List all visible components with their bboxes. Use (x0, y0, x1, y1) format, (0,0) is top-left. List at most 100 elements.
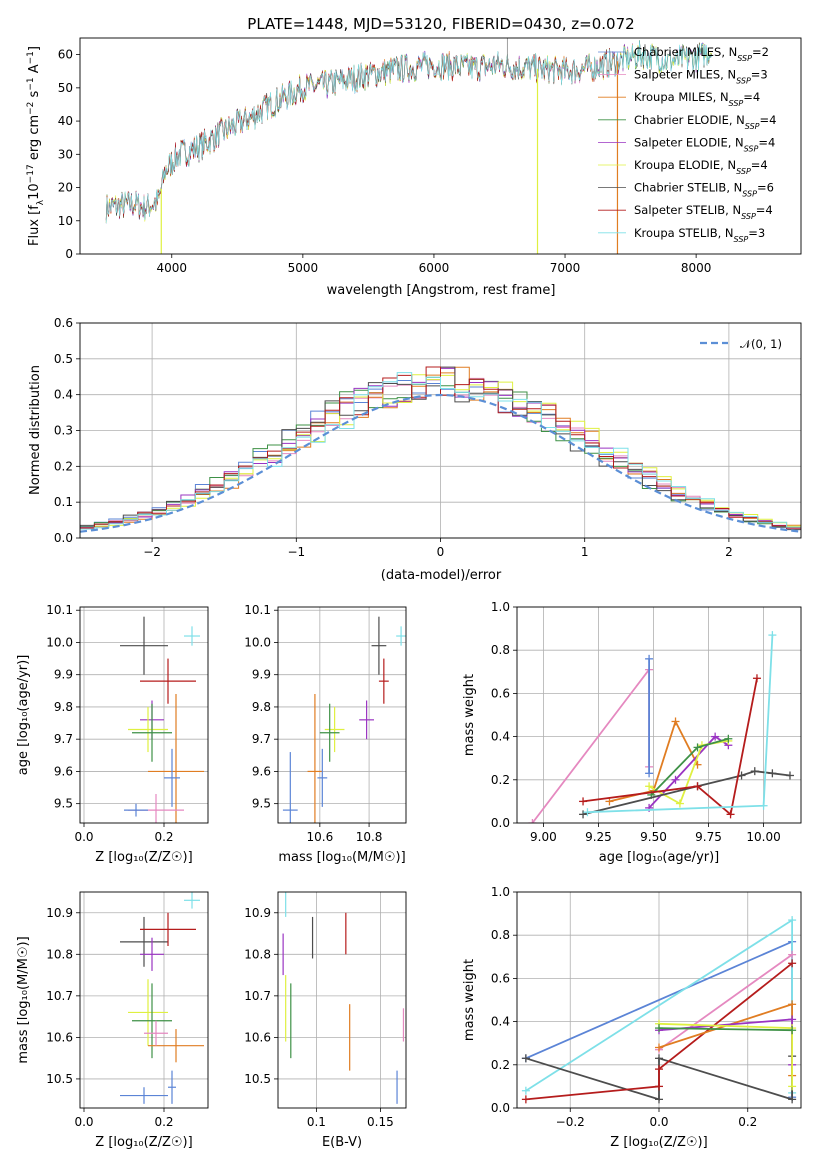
x-axis-label: (data-model)/error (381, 568, 502, 583)
y-tick-label: 0.0 (491, 816, 510, 830)
gaussian-curve (80, 393, 801, 533)
weight-line-kroupa_miles (609, 719, 699, 803)
y-tick-label: 10.9 (46, 906, 73, 920)
x-axis-label: mass [log₁₀(M/M☉)] (278, 850, 405, 865)
legend-entry: Chabrier STELIB, NSSP=6 (634, 181, 774, 199)
y-tick-label: 20 (58, 181, 73, 195)
x-tick-label: 0.2 (154, 830, 173, 844)
mass_vs_Z-axes: 0.0 0.2 10.5 10.6 10.7 10.8 10.9 (46, 891, 209, 1129)
x-axis-label: Z [log₁₀(Z/Z☉)] (95, 850, 192, 865)
x-tick-label: 9.00 (530, 830, 557, 844)
y-tick-label: 9.6 (54, 764, 73, 778)
y-tick-label: 9.5 (252, 797, 271, 811)
axes-frame (516, 606, 802, 824)
y-tick-label: 9.9 (252, 668, 271, 682)
legend-entry: Kroupa ELODIE, NSSP=4 (634, 158, 768, 176)
weight-line-kroupa_stelib (587, 635, 774, 814)
spectrum-line-kroupa_elodie (105, 42, 713, 224)
x-tick-label: 10.8 (356, 830, 383, 844)
x-tick-label: 10.00 (746, 830, 780, 844)
legend-entry: Kroupa MILES, NSSP=4 (634, 90, 760, 108)
weight-marker (671, 775, 680, 784)
weight-marker (726, 810, 735, 819)
x-tick-label: 2 (725, 545, 733, 559)
y-tick-label: 10.8 (244, 947, 271, 961)
error-point-chabrier_stelib (120, 916, 168, 967)
axes-frame (277, 891, 407, 1109)
axes-frame (79, 37, 802, 255)
y-tick-label: 60 (58, 48, 73, 62)
y-tick-label: 10.6 (244, 1030, 271, 1044)
weight-line-chabrier_elodie (658, 1027, 793, 1032)
x-tick-label: 8000 (681, 261, 712, 275)
weight-marker (788, 916, 797, 925)
y-tick-label: 0.6 (491, 686, 510, 700)
error-point-kroupa_stelib (184, 892, 200, 909)
y-tick-label: 10.8 (46, 947, 73, 961)
plot-area (528, 631, 794, 823)
x-tick-label: −2 (143, 545, 161, 559)
weight-line-salpeter_stelib (582, 678, 758, 817)
plot-area (521, 916, 797, 1104)
weight-marker (759, 801, 768, 810)
y-tick-label: 10.7 (244, 989, 271, 1003)
weight-marker (675, 799, 684, 808)
weight-marker (655, 1082, 663, 1091)
weight-marker (788, 1082, 797, 1091)
y-tick-label: 0.4 (491, 730, 510, 744)
weight-marker (785, 771, 794, 780)
weight-marker (655, 1043, 663, 1052)
weight-marker (655, 1065, 663, 1074)
x-tick-label: −0.2 (556, 1115, 585, 1129)
y-tick-label: 9.8 (54, 700, 73, 714)
error-point-chabrier_miles (282, 752, 298, 823)
weight-marker (645, 782, 654, 791)
age_vs_mass-axes: 10.6 10.8 9.5 9.6 9.7 9.8 9.9 10.0 10.1 (244, 603, 407, 844)
error-point-kroupa_stelib (396, 626, 406, 646)
y-tick-label: 10.1 (46, 603, 73, 617)
error-point-chabrier_stelib (371, 616, 387, 675)
error-point-kroupa_elodie (324, 706, 345, 753)
y-tick-label: 0.6 (491, 971, 510, 985)
weight-marker (788, 1026, 797, 1035)
error-point-salpeter_stelib (140, 912, 196, 946)
y-tick-label: 9.5 (54, 797, 73, 811)
legend-entry: Kroupa STELIB, NSSP=3 (634, 226, 765, 244)
weight-marker (645, 769, 654, 778)
error-point-chabrier_elodie (319, 703, 340, 762)
weight-marker (521, 1086, 530, 1095)
plot-area (282, 616, 406, 823)
y-tick-label: 30 (58, 147, 73, 161)
x-tick-label: 9.50 (640, 830, 667, 844)
spectrum-line-kroupa_stelib (105, 40, 713, 223)
axes-frame (79, 891, 209, 1109)
weight-marker (752, 674, 761, 683)
spectrum-line-chabrier_miles (105, 49, 621, 224)
x-tick-label: 9.25 (585, 830, 612, 844)
weight-marker (788, 1015, 797, 1024)
weight_vs_Z-axes: −0.2 0.0 0.2 0.0 0.2 0.4 0.6 0.8 1.0 (491, 885, 802, 1129)
x-tick-label: 0.0 (74, 830, 93, 844)
x-tick-label: 10.6 (306, 830, 333, 844)
y-axis-label: mass weight (462, 674, 477, 756)
error-point-chabrier_miles (168, 1070, 176, 1104)
legend-entry: 𝒩(0, 1) (740, 337, 782, 351)
error-point-chabrier_elodie (132, 703, 172, 762)
spectrum-legend: Chabrier MILES, NSSP=2 Salpeter MILES, NS… (598, 45, 776, 243)
x-tick-label: 6000 (419, 261, 450, 275)
chart-title: PLATE=1448, MJD=53120, FIBERID=0430, z=0… (247, 15, 634, 33)
weight-marker (579, 797, 588, 806)
error-point-chabrier_miles (120, 1087, 168, 1104)
axes-frame (79, 606, 209, 824)
error-point-salpeter_elodie (140, 937, 164, 971)
y-tick-label: 0.2 (491, 1058, 510, 1072)
residual-axes: −2 −1 0 1 2 0.0 0.1 0.2 0.3 0.4 0.5 0.6 (54, 316, 802, 559)
x-tick-label: 0.0 (74, 1115, 93, 1129)
plot-area (120, 892, 204, 1104)
error-point-salpeter_stelib (378, 658, 389, 704)
y-tick-label: 9.7 (252, 732, 271, 746)
y-tick-label: 10.7 (46, 989, 73, 1003)
x-tick-label: 9.75 (695, 830, 722, 844)
y-tick-label: 10.1 (244, 603, 271, 617)
